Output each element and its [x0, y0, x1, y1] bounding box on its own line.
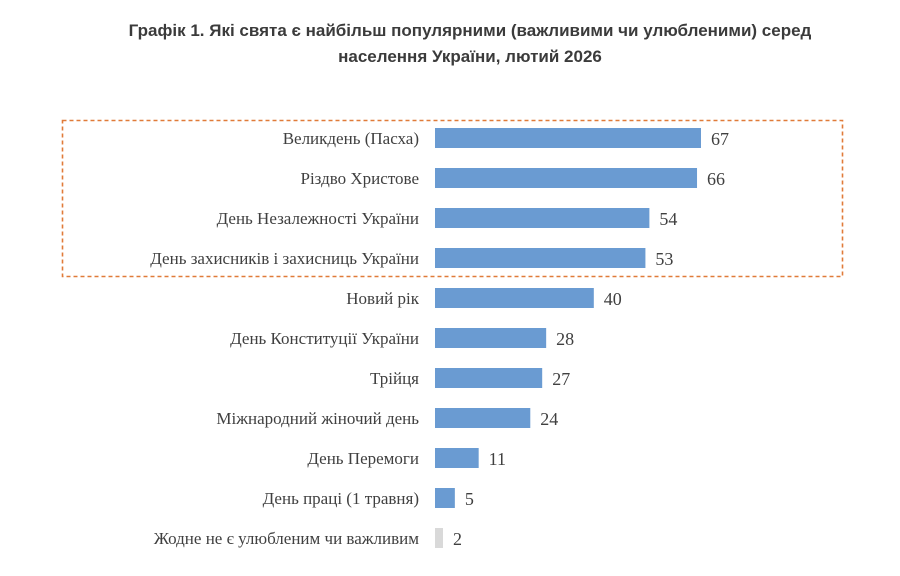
data-label: 11 [489, 449, 506, 469]
category-label: Жодне не є улюбленим чи важливим [154, 529, 419, 548]
category-label: Міжнародний жіночий день [216, 409, 419, 428]
bar [435, 408, 531, 428]
data-label: 28 [556, 329, 574, 349]
data-label: 54 [659, 209, 677, 229]
category-label: День захисників і захисниць України [150, 249, 419, 268]
chart-title-line1: Графік 1. Які свята є найбільш популярни… [128, 21, 812, 40]
data-label: 40 [604, 289, 622, 309]
data-label: 27 [552, 369, 570, 389]
data-label: 2 [453, 529, 462, 549]
bar [435, 168, 698, 188]
data-label: 66 [707, 169, 725, 189]
bar [435, 208, 650, 228]
chart-title: Графік 1. Які свята є найбільш популярни… [0, 18, 900, 70]
category-label: День Перемоги [307, 449, 419, 468]
data-label: 5 [465, 489, 474, 509]
category-label: День Конституції України [230, 329, 419, 348]
bar [435, 128, 701, 148]
category-label: Трійця [370, 369, 419, 388]
category-label: День Незалежності України [217, 209, 419, 228]
data-label: 53 [655, 249, 673, 269]
bar [435, 528, 443, 548]
bar [435, 328, 547, 348]
bar [435, 368, 543, 388]
bar [435, 488, 455, 508]
highlight-box [61, 119, 844, 278]
bar [435, 248, 646, 268]
bar [435, 288, 594, 308]
category-label: День праці (1 травня) [263, 489, 419, 508]
category-label: Різдво Христове [301, 169, 420, 188]
category-label: Великдень (Пасха) [283, 129, 419, 148]
data-label: 24 [540, 409, 558, 429]
data-label: 67 [711, 129, 729, 149]
category-label: Новий рік [346, 289, 419, 308]
chart-title-line2: населення України, лютий 2026 [338, 47, 602, 66]
bar [435, 448, 479, 468]
